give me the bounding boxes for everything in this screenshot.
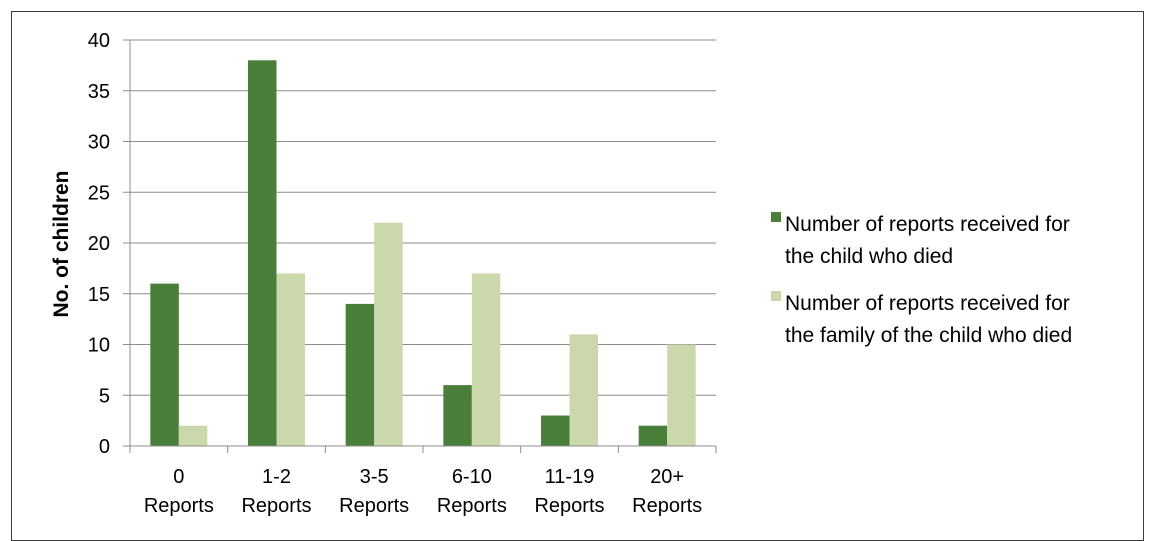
y-axis-title: No. of children <box>50 171 73 318</box>
y-tick-label: 40 <box>88 30 110 52</box>
y-tick-label: 0 <box>99 436 110 458</box>
legend-label: Number of reports received for <box>785 292 1070 315</box>
x-tick-label: Reports <box>534 495 604 517</box>
y-tick-label: 25 <box>88 182 110 204</box>
bar-series-2 <box>374 222 403 446</box>
bar-series-2 <box>276 273 305 446</box>
x-tick-label: 1-2 <box>262 466 291 488</box>
y-tick-label: 10 <box>88 335 110 357</box>
x-tick-label: Reports <box>339 495 409 517</box>
x-tick-label: Reports <box>241 495 311 517</box>
x-tick-label: 6-10 <box>452 466 492 488</box>
legend-label: the child who died <box>785 245 953 268</box>
bar-series-2 <box>667 344 696 446</box>
bar-chart: 0 5 10 15 20 25 30 35 40 0 Reports 1-2 Reports 3-5 Rep… <box>50 30 1072 517</box>
y-tick-label: 30 <box>88 132 110 154</box>
tick-labels: 0 5 10 15 20 25 30 35 40 0 Reports 1-2 Reports 3-5 Rep… <box>88 30 702 517</box>
bar-series-2 <box>471 273 501 446</box>
bar-series-2 <box>178 425 208 446</box>
y-tick-label: 35 <box>88 81 110 103</box>
axes <box>123 39 717 453</box>
x-tick-label: Reports <box>437 495 507 517</box>
chart-frame <box>11 11 1144 541</box>
y-tick-label: 15 <box>88 284 110 306</box>
legend-label: Number of reports received for <box>785 213 1070 236</box>
bar-series-1 <box>541 415 570 446</box>
x-tick-label: 0 <box>173 466 184 488</box>
x-tick-label: 20+ <box>650 466 684 488</box>
bar-series-1 <box>248 60 277 447</box>
y-tick-label: 20 <box>88 233 110 255</box>
x-tick-label: 3-5 <box>360 466 389 488</box>
bar-series-1 <box>443 385 472 446</box>
x-tick-label: Reports <box>144 495 214 517</box>
x-tick-label: 11-19 <box>545 466 595 488</box>
bar-series-1 <box>345 303 375 446</box>
legend-swatch <box>771 291 781 301</box>
bar-series-1 <box>150 283 179 446</box>
legend-swatch <box>771 212 781 222</box>
legend-label: the family of the child who died <box>785 324 1072 347</box>
bar-series-2 <box>569 334 598 446</box>
gridlines <box>130 39 716 396</box>
x-tick-label: Reports <box>632 495 702 517</box>
bars <box>150 60 696 447</box>
y-tick-label: 5 <box>99 385 110 407</box>
bar-series-1 <box>638 425 668 446</box>
legend: Number of reports received for the child … <box>771 212 1072 347</box>
